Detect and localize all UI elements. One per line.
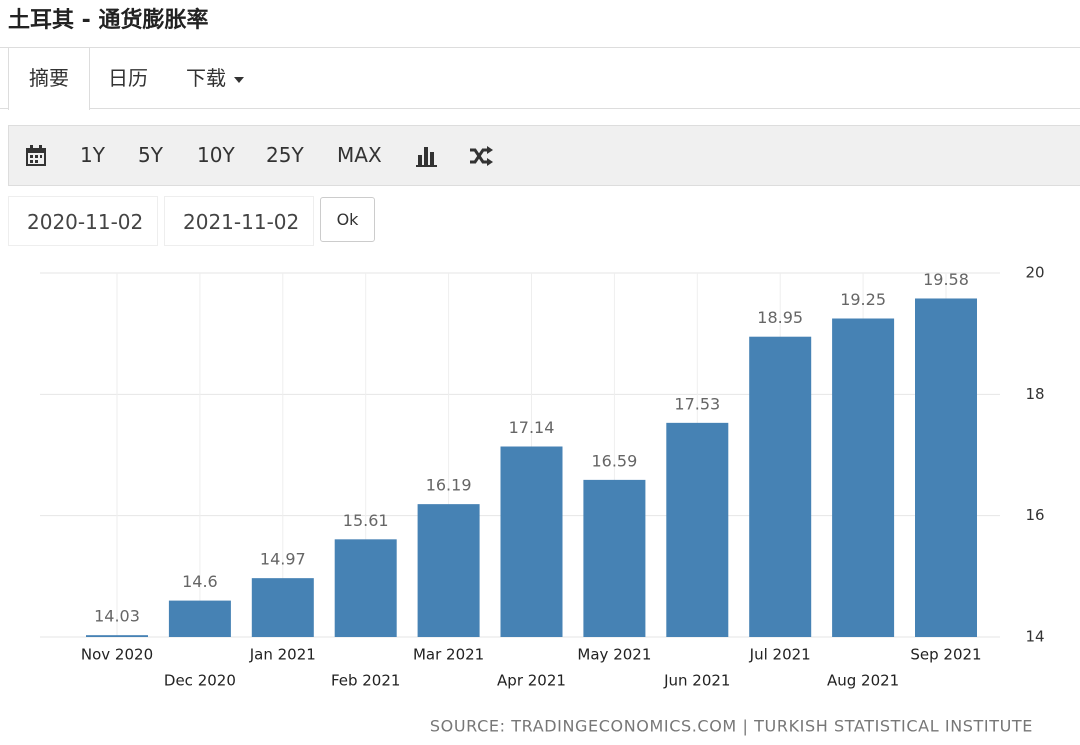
x-tick-label: Aug 2021 [827,672,899,690]
tab[interactable]: 摘要 [8,48,90,110]
tab-label: 下载 [186,66,226,90]
value-label: 17.14 [509,418,555,437]
value-label: 16.59 [591,451,637,470]
tab[interactable]: 日历 [108,66,148,90]
value-label: 15.61 [343,511,389,530]
range-button[interactable]: MAX [337,143,382,167]
caret [234,76,244,83]
bar [500,446,563,637]
range-button[interactable]: 1Y [80,143,105,167]
x-tick-label: Feb 2021 [331,672,401,690]
range-button[interactable]: 25Y [266,143,304,167]
x-tick-label: Dec 2020 [164,672,236,690]
bar [251,578,314,637]
shuffle-icon[interactable] [469,146,493,166]
bar [666,422,729,637]
x-tick-label: Jun 2021 [663,672,730,690]
page-title: 土耳其 - 通货膨胀率 [8,8,209,33]
bar [334,539,397,637]
x-tick-label: Apr 2021 [497,672,566,690]
value-label: 19.58 [923,270,969,289]
y-tick-label: 18 [1025,385,1044,403]
source: SOURCE: TRADINGECONOMICS.COM | TURKISH S… [430,717,1033,736]
x-tick-label: Jan 2021 [249,646,316,664]
y-tick-label: 16 [1025,506,1044,524]
value-label: 14.97 [260,550,306,569]
start-date-input[interactable]: 2020-11-02 [8,196,158,246]
y-tick-label: 14 [1025,628,1044,646]
bar [417,504,480,637]
bar [583,479,646,637]
x-tick-label: May 2021 [577,646,651,664]
tab[interactable]: 下载 [186,48,244,108]
x-tick-label: Nov 2020 [81,646,153,664]
value-label: 14.03 [94,607,140,626]
bar [832,318,895,637]
value-label: 18.95 [757,308,803,327]
y-tick-label: 20 [1025,264,1044,282]
calendar-icon[interactable] [25,145,47,204]
bar-chart-icon[interactable] [416,145,438,167]
x-tick-label: Mar 2021 [413,646,484,664]
value-label: 16.19 [426,476,472,495]
tab-bar: 摘要 日历 下载 [0,47,1080,110]
value-label: 19.25 [840,290,886,309]
bar [915,298,977,637]
value-label: 14.6 [182,572,218,591]
ok-button[interactable]: Ok [320,197,375,242]
value-label: 17.53 [674,394,720,413]
bar [168,600,231,637]
range-button[interactable]: 10Y [197,143,235,167]
bar [86,635,148,637]
x-tick-label: Sep 2021 [910,646,981,664]
toolbar: 1Y 5Y 10Y 25Y MAX [8,125,1080,186]
range-button[interactable]: 5Y [138,143,163,167]
x-tick-label: Jul 2021 [749,646,811,664]
end-date-input[interactable]: 2021-11-02 [164,196,314,246]
bar [749,336,812,637]
